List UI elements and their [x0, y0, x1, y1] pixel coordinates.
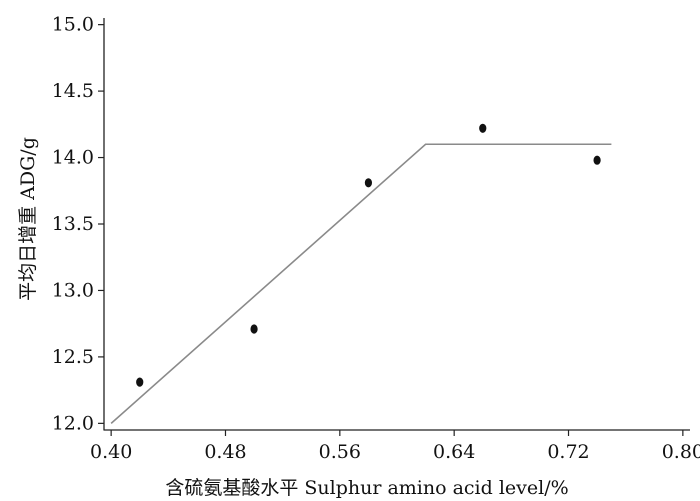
x-tick-label: 0.80: [662, 441, 700, 463]
y-tick-label: 13.5: [52, 213, 94, 235]
axes: [103, 18, 690, 431]
x-axis-ticks: 0.40 0.48 0.56 0.64 0.72 0.80: [90, 430, 700, 463]
fit-lines: [110, 143, 612, 424]
y-axis-label: 平均日增重 ADG/g: [17, 137, 39, 301]
data-point: [364, 178, 373, 188]
y-tick-label: 14.0: [52, 147, 94, 169]
y-axis-ticks: 12.0 12.5 13.0 13.5 14.0 14.5 15.0: [52, 14, 104, 434]
data-point: [593, 155, 601, 165]
broken-line-fit: [110, 143, 612, 424]
y-tick-label: 14.5: [52, 80, 94, 102]
x-tick-label: 0.56: [319, 441, 361, 463]
y-tick-label: 12.0: [52, 412, 94, 434]
data-point: [136, 377, 144, 387]
x-axis-label: 含硫氨基酸水平 Sulphur amino acid level/%: [165, 477, 568, 499]
y-tick-label: 12.5: [52, 346, 94, 368]
y-tick-label: 13.0: [52, 279, 94, 301]
data-point: [479, 123, 487, 133]
y-tick-label: 15.0: [52, 14, 94, 36]
x-tick-label: 0.64: [433, 441, 475, 463]
x-tick-label: 0.48: [204, 441, 246, 463]
data-point: [250, 324, 258, 334]
x-tick-label: 0.40: [90, 441, 132, 463]
data-points: [136, 123, 601, 387]
x-tick-label: 0.72: [547, 441, 589, 463]
